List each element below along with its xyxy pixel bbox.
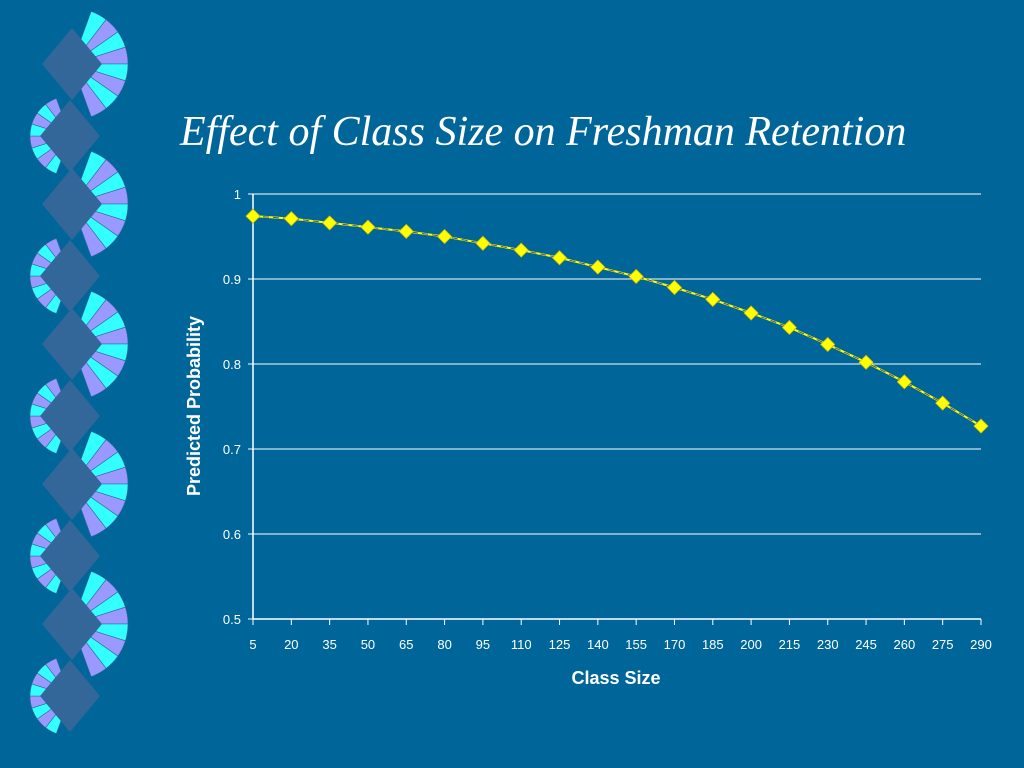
x-tick-label: 5 (249, 637, 256, 652)
x-tick-label: 170 (664, 637, 686, 652)
fan-right (42, 430, 129, 538)
y-tick-label: 0.7 (223, 442, 241, 457)
fan-right (42, 570, 129, 678)
data-point-marker (666, 279, 683, 296)
x-tick-label: 20 (284, 637, 298, 652)
x-tick-label: 200 (740, 637, 762, 652)
x-tick-label: 155 (625, 637, 647, 652)
x-tick-label: 185 (702, 637, 724, 652)
y-tick-label: 1 (234, 187, 241, 202)
data-point-marker (322, 215, 338, 231)
x-tick-label: 125 (549, 637, 571, 652)
fan-right (42, 150, 129, 258)
fan-left (29, 98, 100, 174)
data-point-marker (705, 291, 721, 307)
data-point-marker (551, 250, 568, 266)
slide-title: Effect of Class Size on Freshman Retenti… (180, 109, 907, 155)
x-tick-labels: 5 20 35 50 65 80 95 110 125 140 155 170 185 200 215 230… (249, 637, 991, 652)
x-tick-label: 95 (476, 637, 490, 652)
data-point-marker (858, 354, 874, 370)
series (245, 208, 989, 434)
data-point-marker (437, 228, 453, 245)
x-tick-label: 275 (932, 637, 954, 652)
x-tick-label: 230 (817, 637, 839, 652)
y-axis-label: Predicted Probability (184, 316, 204, 496)
y-tick-label: 0.9 (223, 272, 241, 287)
data-point-marker (820, 336, 836, 353)
x-tick-label: 80 (437, 637, 451, 652)
data-point-marker (360, 219, 376, 235)
data-point-marker (781, 319, 797, 336)
data-point-marker (896, 374, 912, 390)
x-tick-label: 245 (855, 637, 877, 652)
series-line-dashed (252, 215, 982, 427)
data-point-marker (513, 242, 529, 258)
x-axis-label: Class Size (571, 668, 660, 688)
data-point-marker (590, 259, 606, 275)
data-point-marker (973, 418, 989, 434)
y-tick-label: 0.6 (223, 527, 241, 542)
y-tick-label: 0.5 (223, 612, 241, 627)
fan-right (42, 290, 129, 398)
series-line (252, 215, 982, 427)
x-tick-label: 65 (399, 637, 413, 652)
y-tick-labels: 0.5 0.6 0.7 0.8 0.9 1 (223, 187, 241, 627)
x-tick-label: 50 (361, 637, 375, 652)
fan-right (42, 10, 129, 118)
x-tick-label: 35 (322, 637, 336, 652)
fan-left (29, 378, 100, 454)
x-tick-label: 215 (779, 637, 801, 652)
axes (248, 193, 982, 625)
x-tick-label: 110 (511, 637, 532, 652)
fan-left (29, 238, 100, 314)
data-point-marker (245, 208, 261, 224)
fan-left (29, 658, 100, 734)
data-point-marker (628, 268, 644, 285)
x-tick-label: 260 (894, 637, 916, 652)
y-tick-label: 0.8 (223, 357, 241, 372)
data-point-marker (743, 305, 759, 321)
gridlines (253, 193, 981, 535)
x-tick-label: 140 (587, 637, 609, 652)
data-point-marker (398, 223, 414, 239)
fan-left (29, 518, 100, 594)
fan-border-decoration (29, 10, 129, 734)
data-point-marker (935, 395, 951, 411)
data-point-marker (283, 211, 299, 227)
x-tick-label: 290 (970, 637, 992, 652)
data-point-marker (475, 235, 491, 251)
